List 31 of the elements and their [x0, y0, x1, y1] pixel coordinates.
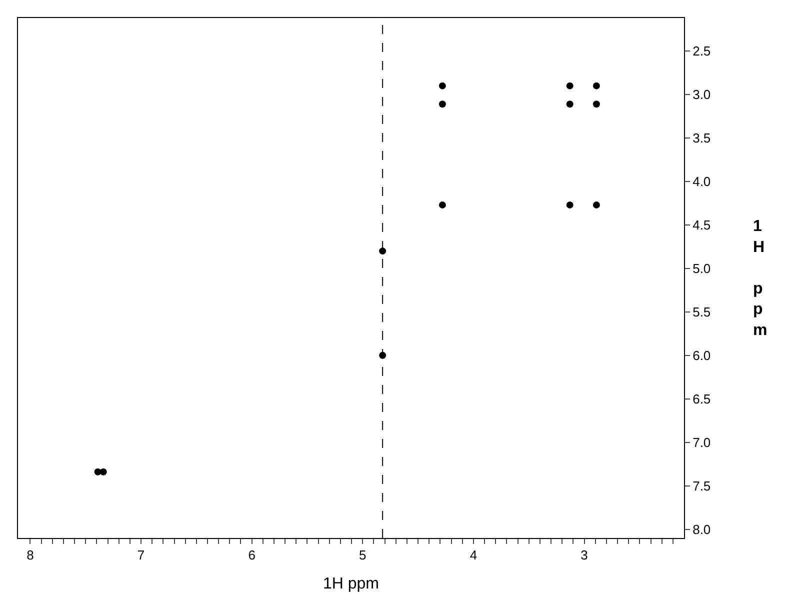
- x-tick-label: 8: [26, 548, 34, 563]
- y-tick-label: 8.0: [692, 522, 711, 537]
- y-tick-label: 3.5: [692, 130, 711, 146]
- point: [592, 82, 600, 90]
- y-tick-label: 6.0: [692, 348, 711, 363]
- y-tick-label: 2.5: [692, 44, 711, 59]
- y-tick-label: 3.0: [692, 87, 711, 102]
- y-tick-label: 5.0: [692, 260, 711, 276]
- x-axis-title: 1H ppm: [322, 575, 380, 592]
- point: [438, 100, 446, 108]
- y-tick-label: 4.5: [692, 218, 711, 233]
- x-tick-label: 7: [137, 548, 145, 563]
- point: [566, 100, 574, 108]
- x-tick-label: 3: [580, 548, 588, 563]
- x-tick-label: 5: [359, 548, 366, 563]
- point: [592, 201, 600, 208]
- x-tick-label: 4: [470, 548, 478, 563]
- point: [438, 82, 446, 90]
- point: [566, 201, 574, 208]
- y-tick-label: 6.5: [692, 391, 711, 406]
- point: [379, 248, 386, 255]
- y-tick-label: 5.5: [692, 304, 711, 320]
- point: [566, 82, 574, 90]
- point: [100, 468, 107, 476]
- point: [438, 201, 446, 208]
- point: [592, 100, 600, 108]
- y-tick-label: 7.0: [692, 434, 711, 450]
- y-tick-label: 7.5: [692, 478, 711, 494]
- x-tick-label: 6: [248, 548, 256, 563]
- text: 1H ppm: [753, 218, 768, 339]
- y-tick-label: 4.0: [692, 174, 711, 190]
